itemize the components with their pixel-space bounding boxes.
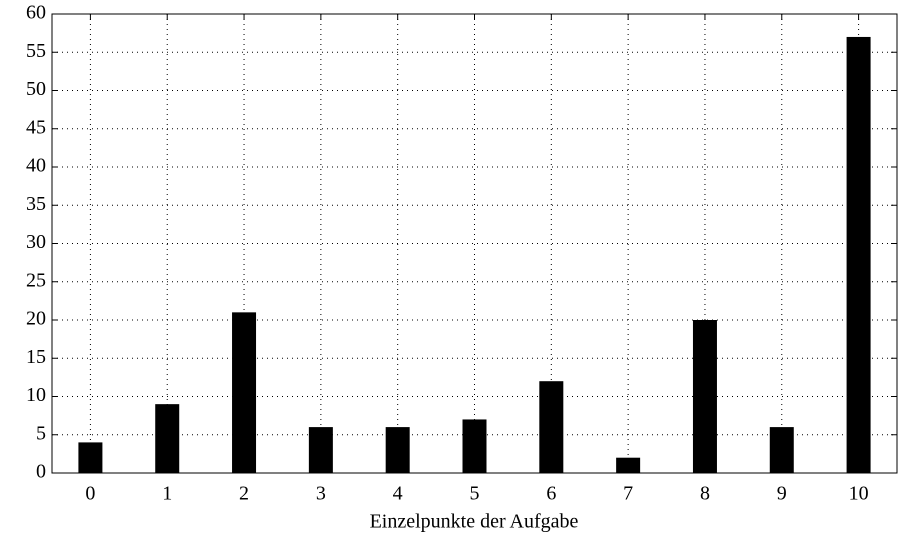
y-tick-label: 0	[36, 461, 46, 483]
x-tick-label: 5	[470, 483, 480, 505]
x-tick-label: 9	[777, 483, 787, 505]
bar	[155, 404, 180, 473]
bar	[385, 427, 410, 473]
bar	[616, 457, 641, 473]
y-tick-label: 30	[26, 231, 46, 253]
y-tick-label: 55	[26, 40, 46, 62]
bar	[78, 442, 103, 473]
x-tick-label: 3	[316, 483, 326, 505]
y-tick-label: 25	[26, 269, 46, 291]
bar	[846, 36, 871, 473]
y-tick-label: 35	[26, 193, 46, 215]
x-tick-label: 4	[393, 483, 403, 505]
x-tick-label: 2	[239, 483, 249, 505]
x-tick-label: 0	[85, 483, 95, 505]
y-tick-label: 20	[26, 308, 46, 330]
bar	[232, 312, 257, 473]
bar	[692, 320, 717, 473]
y-tick-label: 60	[26, 2, 46, 24]
x-tick-label: 6	[546, 483, 556, 505]
x-tick-label: 7	[623, 483, 633, 505]
x-tick-label: 1	[162, 483, 172, 505]
bar	[769, 427, 794, 473]
y-tick-label: 50	[26, 78, 46, 100]
y-tick-label: 15	[26, 346, 46, 368]
bar	[539, 381, 564, 473]
y-tick-label: 5	[36, 422, 46, 444]
bar	[462, 419, 487, 473]
y-tick-label: 45	[26, 116, 46, 138]
x-tick-label: 8	[700, 483, 710, 505]
bar	[308, 427, 333, 473]
x-tick-label: 10	[849, 483, 869, 505]
y-tick-label: 10	[26, 384, 46, 406]
y-tick-label: 40	[26, 155, 46, 177]
plot-frame	[51, 13, 898, 474]
x-axis-label: Einzelpunkte der Aufgabe	[370, 511, 579, 533]
